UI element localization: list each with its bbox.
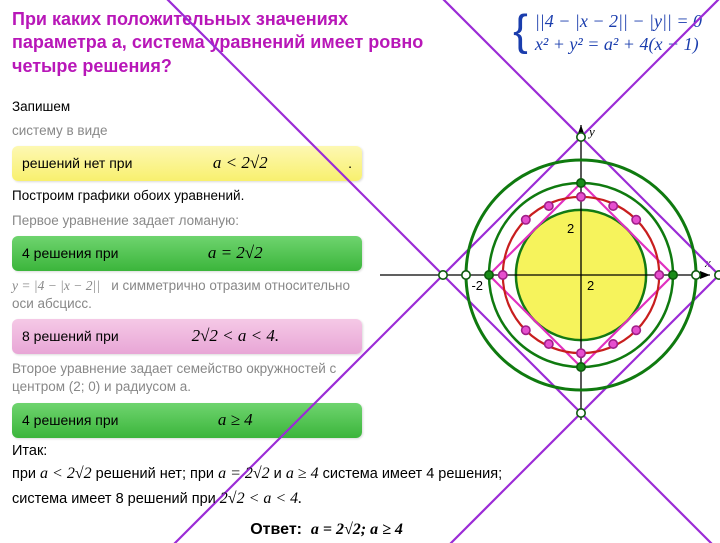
- pill-eight-solutions: 8 решений при 2√2 < a < 4.: [12, 319, 362, 354]
- pill-math: a < 2√2: [132, 152, 348, 175]
- conclusion-block: Итак: при a < 2√2 решений нет; при a = 2…: [12, 440, 708, 543]
- step-text: Запишем: [12, 98, 362, 116]
- step-text: Первое уравнение задает ломаную:: [12, 212, 362, 230]
- pill-label: 8 решений при: [22, 327, 119, 346]
- svg-text:2: 2: [587, 278, 594, 293]
- pill-four-solutions: 4 решения при a = 2√2: [12, 236, 362, 271]
- brace-icon: {: [513, 6, 528, 56]
- answer-line: Ответ: a = 2√2; a ≥ 4: [12, 518, 708, 543]
- step-text: систему в виде: [12, 122, 362, 140]
- conclusion-line: при a < 2√2 решений нет; при a = 2√2 и a…: [12, 462, 708, 487]
- step-text: y = |4 − |x − 2|| и симметрично отразим …: [12, 277, 362, 313]
- pill-label: 4 решения при: [22, 411, 118, 430]
- pill-math: a ≥ 4: [118, 409, 352, 432]
- question-title: При каких положительных значениях параме…: [0, 0, 440, 80]
- step-text: Построим графики обоих уравнений.: [12, 187, 362, 205]
- pill-math: a = 2√2: [118, 242, 352, 265]
- coordinate-graph: xy2-22: [380, 130, 710, 420]
- conclusion-line: система имеет 8 решений при 2√2 < a < 4.: [12, 487, 708, 512]
- pill-label: 4 решения при: [22, 244, 118, 263]
- solution-steps: Запишем систему в виде решений нет при a…: [12, 92, 362, 442]
- pill-no-solutions: решений нет при a < 2√2 .: [12, 146, 362, 181]
- inline-eq: y = |4 − |x − 2||: [12, 278, 100, 293]
- equation-system: { ||4 − |x − 2|| − |y|| = 0 x² + y² = a²…: [513, 8, 702, 58]
- svg-text:-2: -2: [471, 278, 483, 293]
- step-text: Второе уравнение задает семейство окружн…: [12, 360, 362, 396]
- pill-label: решений нет при: [22, 154, 132, 173]
- svg-text:2: 2: [567, 221, 574, 236]
- system-eq-2: x² + y² = a² + 4(x − 1): [535, 34, 702, 55]
- pill-math: 2√2 < a < 4.: [119, 325, 352, 348]
- conclusion-line: Итак:: [12, 440, 708, 462]
- system-eq-1: ||4 − |x − 2|| − |y|| = 0: [535, 11, 702, 32]
